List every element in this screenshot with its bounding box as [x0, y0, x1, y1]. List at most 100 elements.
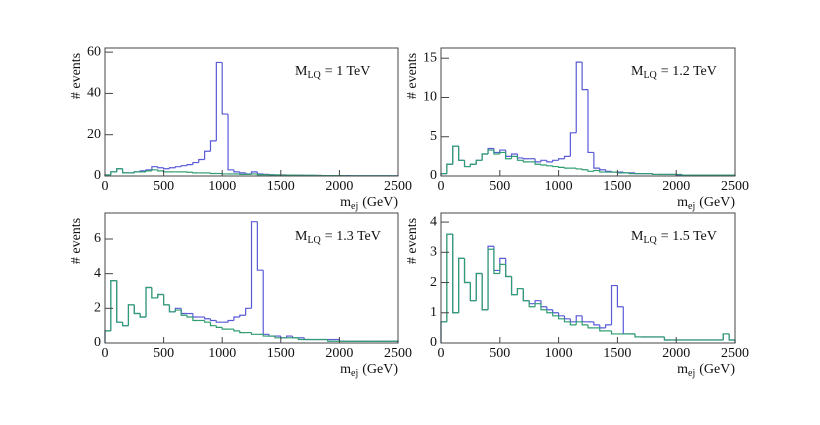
- x-label-sub: ej: [351, 201, 358, 212]
- x-label-main: m: [340, 362, 351, 377]
- annotation: MLQ= 1.2 TeV: [631, 64, 717, 81]
- histogram-bin: [459, 258, 465, 312]
- x-tick-label: 1000: [545, 179, 573, 194]
- histogram-bin: [512, 276, 518, 294]
- histogram-bin: [559, 167, 565, 168]
- histogram-bin: [588, 325, 594, 328]
- annotation: MLQ= 1 TeV: [295, 64, 370, 81]
- histogram-bin: [600, 171, 606, 173]
- histogram-bin: [228, 320, 234, 322]
- histogram-bin: [594, 171, 600, 172]
- histogram-bin: [447, 164, 453, 173]
- histogram-bin: [453, 146, 459, 164]
- histogram-bin: [494, 249, 500, 273]
- annotation-rest: = 1.2 TeV: [661, 64, 717, 79]
- y-tick-label: 40: [87, 86, 101, 101]
- histogram-bin: [612, 331, 618, 334]
- histogram-bin: [205, 151, 211, 159]
- histogram-bin: [541, 160, 547, 162]
- y-tick-label: 2: [430, 275, 437, 290]
- histogram-bin: [723, 334, 729, 340]
- histogram-bin: [447, 234, 453, 322]
- x-label-sub: ej: [688, 368, 695, 379]
- histogram-bin: [723, 334, 729, 340]
- histogram-bin: [234, 170, 240, 172]
- y-tick-label: 4: [94, 266, 101, 281]
- y-axis-label: # events: [69, 218, 84, 264]
- histogram-bin: [564, 167, 570, 168]
- histogram-bin: [263, 270, 269, 334]
- histogram-bin: [559, 159, 565, 161]
- histogram-bin: [210, 141, 216, 151]
- histogram-bin: [564, 156, 570, 158]
- histogram-bin: [559, 313, 565, 316]
- x-tick-label: 0: [438, 179, 445, 194]
- histogram-bin: [181, 166, 187, 167]
- histogram-bin: [465, 258, 471, 282]
- histogram-bin: [523, 289, 529, 301]
- histogram-bin: [441, 322, 447, 343]
- x-axis-label: mej(GeV): [677, 362, 735, 379]
- y-tick-label: 0: [430, 168, 437, 183]
- histogram-bin: [729, 334, 735, 343]
- x-tick-label: 0: [438, 346, 445, 361]
- histogram-bin: [623, 307, 629, 334]
- histogram-bin: [210, 173, 216, 174]
- x-tick-label: 1000: [208, 179, 236, 194]
- histogram-bin: [447, 234, 453, 322]
- x-label-rest: (GeV): [699, 195, 735, 210]
- x-axis-label: mej(GeV): [677, 195, 735, 212]
- x-label-main: m: [340, 195, 351, 210]
- x-label-main: m: [677, 362, 688, 377]
- y-tick-label: 15: [423, 50, 437, 65]
- histogram-bin: [482, 154, 488, 160]
- histogram-bin: [482, 273, 488, 309]
- histogram-bin: [169, 305, 175, 312]
- y-tick-label: 60: [87, 44, 101, 59]
- histogram-bin: [582, 62, 588, 89]
- histogram-bin: [500, 152, 506, 154]
- x-tick-label: 2000: [325, 346, 353, 361]
- x-tick-label: 2500: [721, 346, 749, 361]
- histogram-bin: [164, 168, 170, 169]
- histogram-bin: [476, 160, 482, 164]
- histogram-bin: [164, 294, 170, 304]
- histogram-bin: [570, 319, 576, 322]
- annotation: MLQ= 1.5 TeV: [631, 229, 717, 246]
- histogram-bin: [512, 276, 518, 294]
- x-tick-label: 500: [489, 346, 510, 361]
- histogram-bin: [500, 264, 506, 273]
- y-tick-label: 2: [94, 301, 101, 316]
- histogram-bin: [459, 146, 465, 160]
- histogram-bin: [453, 234, 459, 313]
- histogram-bin: [553, 166, 559, 167]
- histogram-bin: [240, 172, 246, 173]
- histogram-bin: [529, 301, 535, 304]
- histogram-bin: [594, 322, 600, 325]
- annotation-sub: LQ: [307, 70, 321, 81]
- histogram-bin: [459, 258, 465, 312]
- y-tick-label: 6: [94, 231, 101, 246]
- histogram-bin: [222, 327, 228, 329]
- x-tick-label: 2500: [721, 179, 749, 194]
- histogram-bin: [128, 305, 134, 326]
- histogram-bin: [594, 152, 600, 168]
- histogram-bin: [234, 317, 240, 320]
- histogram-bin: [453, 234, 459, 313]
- annotation-main: M: [295, 64, 308, 79]
- histogram-bin: [576, 316, 582, 322]
- histogram-bin: [205, 320, 211, 322]
- histogram-bin: [547, 307, 553, 310]
- histogram-bin: [553, 310, 559, 313]
- annotation-sub: LQ: [643, 235, 657, 246]
- x-tick-label: 500: [153, 179, 174, 194]
- histogram-bin: [482, 273, 488, 309]
- x-label-main: m: [677, 195, 688, 210]
- histogram-bin: [470, 283, 476, 301]
- histogram-bin: [523, 289, 529, 301]
- histogram-bin: [664, 337, 670, 340]
- y-tick-label: 0: [430, 335, 437, 350]
